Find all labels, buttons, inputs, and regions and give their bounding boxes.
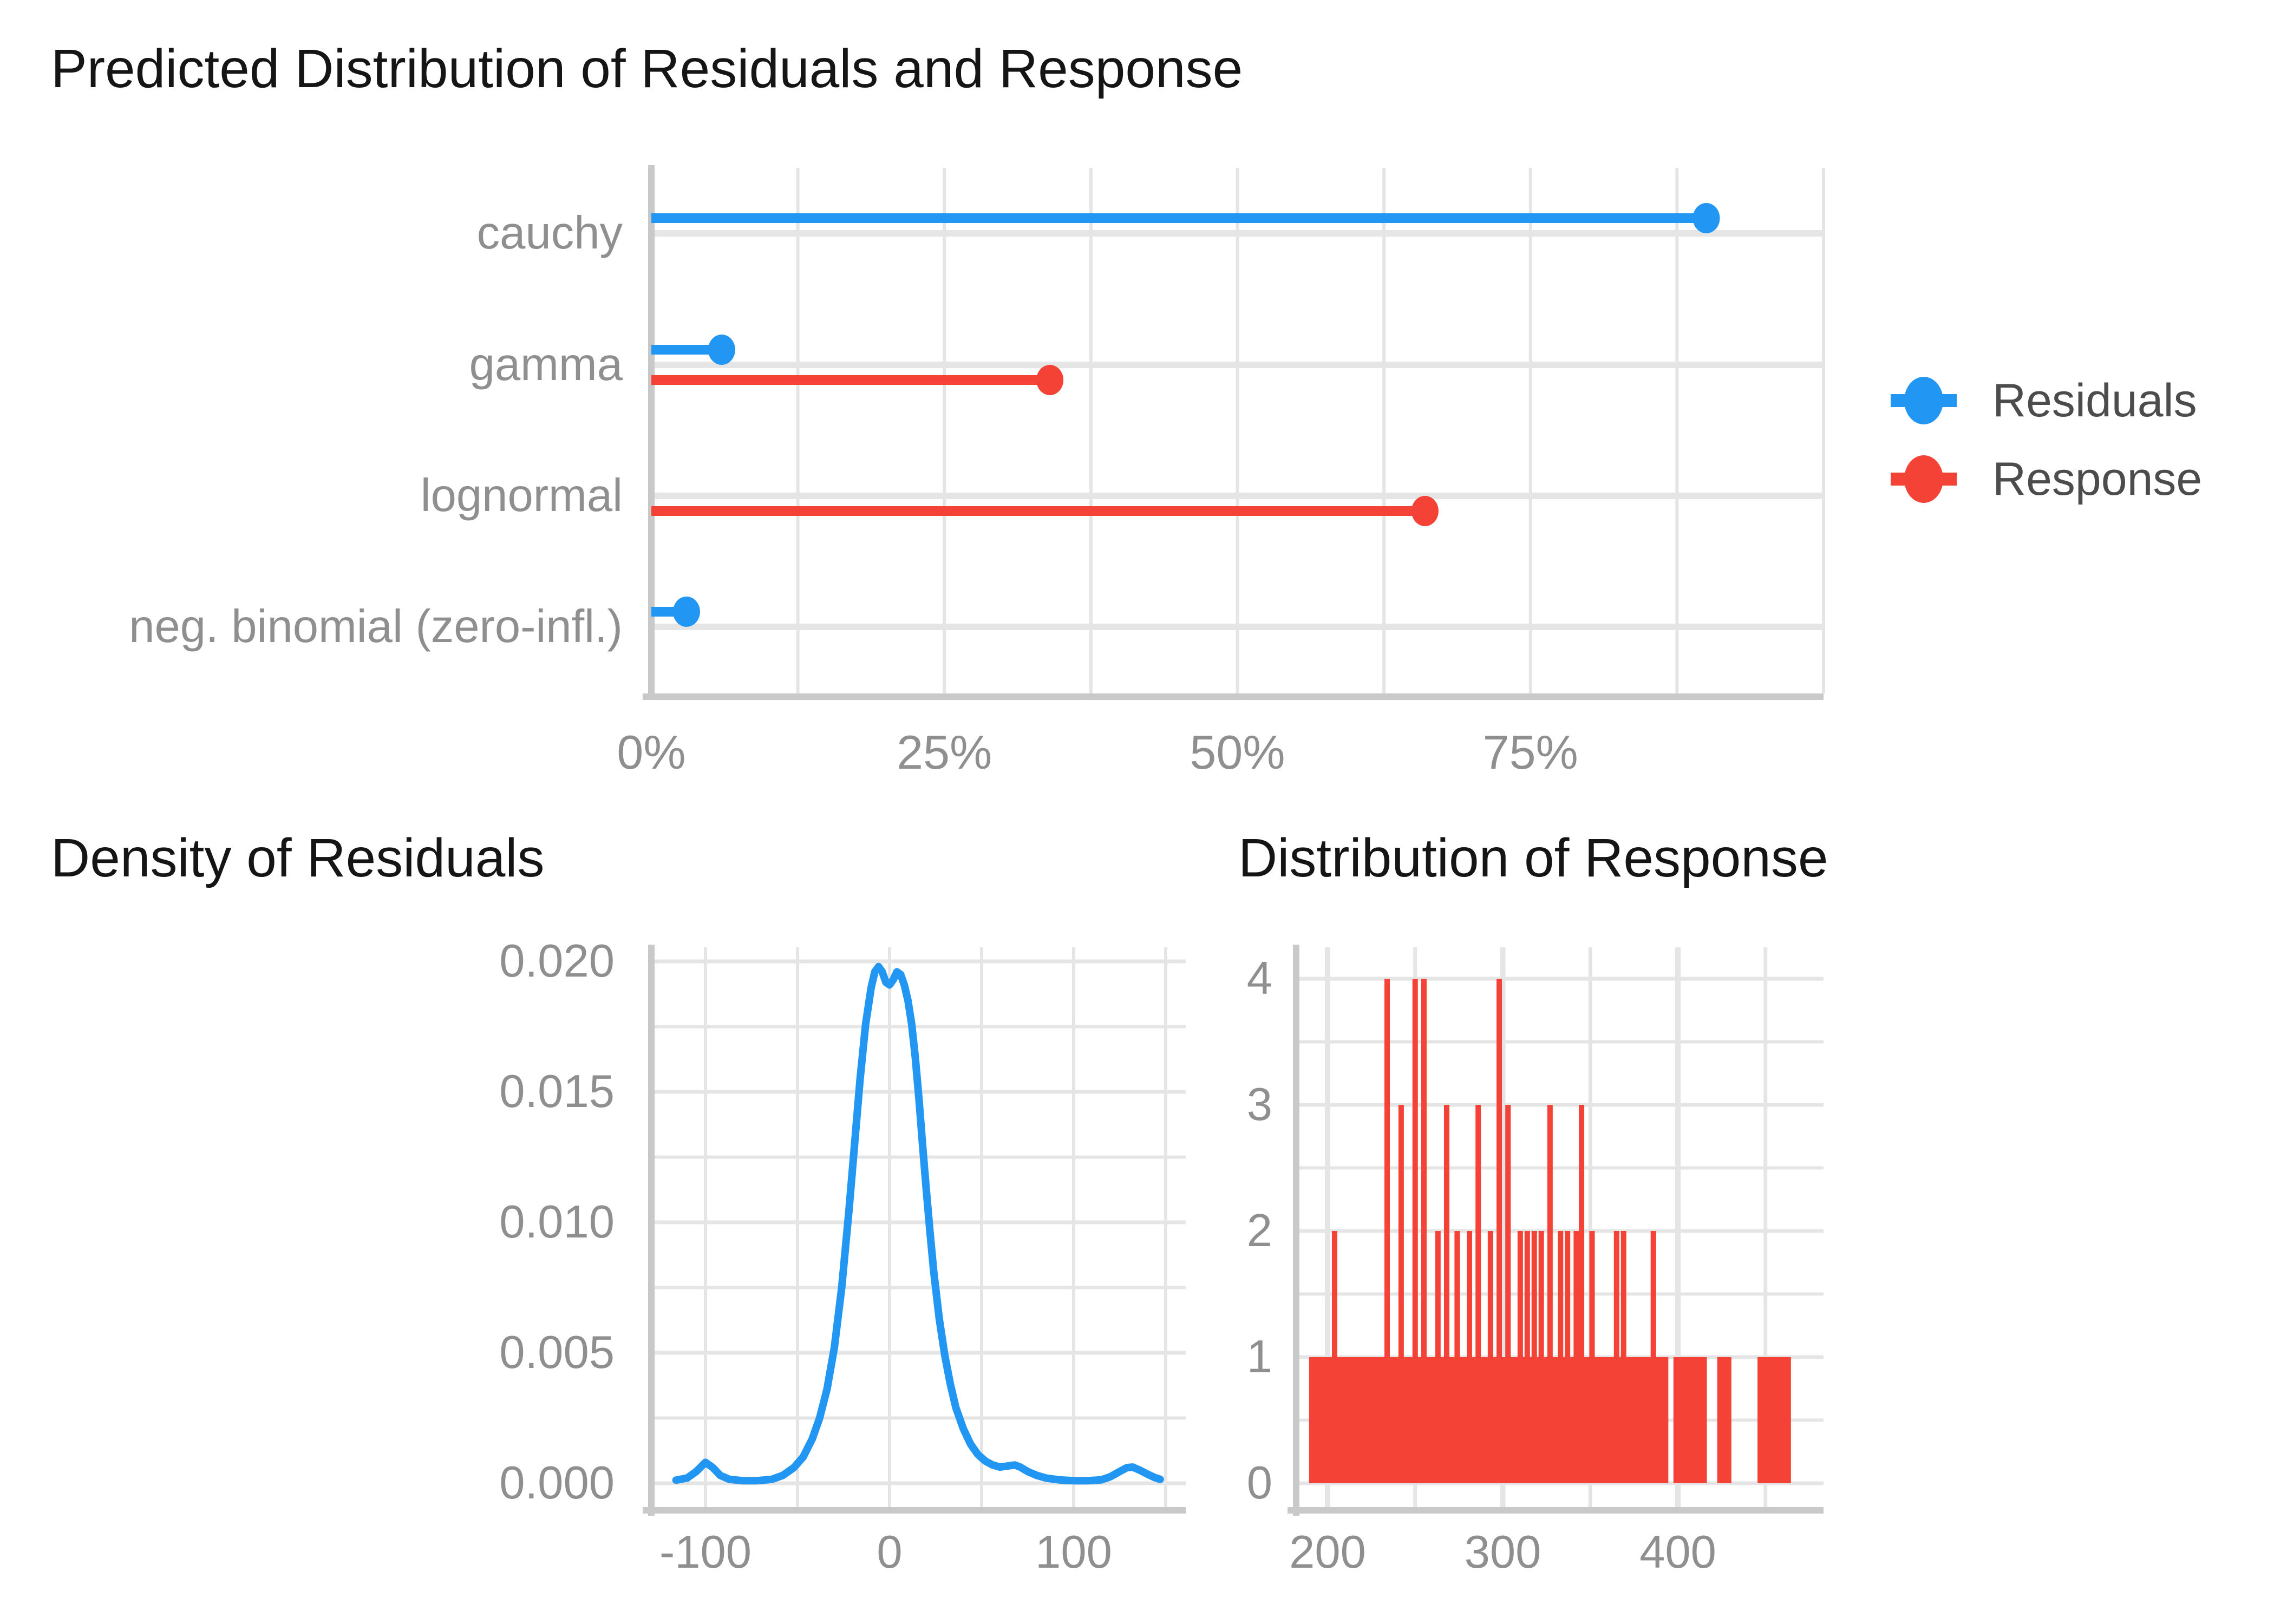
lollipop-dot-residuals <box>708 335 735 365</box>
lollipop-chart-title: Predicted Distribution of Residuals and … <box>51 38 1243 99</box>
y-tick-label: 2 <box>1246 1205 1272 1256</box>
histogram-bar <box>1579 1105 1585 1483</box>
histogram-bar-run <box>1629 1357 1648 1483</box>
y-tick-label: 4 <box>1246 953 1272 1004</box>
histogram-bar <box>1421 979 1427 1483</box>
histogram-bar <box>1454 1231 1460 1483</box>
histogram-bar <box>1505 1105 1511 1483</box>
legend-dot <box>1904 377 1943 424</box>
x-tick-label: 0 <box>877 1527 903 1578</box>
histogram-bar <box>1589 1231 1595 1483</box>
histogram-bar <box>1650 1231 1656 1483</box>
legend-label-response: Response <box>1992 453 2203 505</box>
histogram-bar <box>1517 1231 1523 1483</box>
histogram-bar <box>1384 979 1390 1483</box>
lollipop-dot-residuals <box>672 597 700 627</box>
histogram-bar <box>1547 1105 1553 1483</box>
histogram-bar <box>1443 1105 1449 1483</box>
histogram-bar-run <box>1682 1357 1693 1483</box>
y-tick-label: 0.000 <box>499 1457 615 1509</box>
histogram-bar-run <box>1691 1357 1707 1483</box>
x-tick-label: 400 <box>1639 1527 1716 1578</box>
y-tick-label: 1 <box>1246 1331 1272 1383</box>
category-label: cauchy <box>476 207 623 259</box>
histogram-bar <box>1565 1231 1571 1483</box>
histogram-bar-run <box>1342 1357 1388 1483</box>
histogram-bar <box>1573 1231 1579 1483</box>
density-chart-title: Density of Residuals <box>51 828 545 888</box>
y-tick-label: 0.010 <box>499 1196 615 1248</box>
histogram-bar <box>1620 1231 1626 1483</box>
x-tick-label: 50% <box>1190 725 1285 779</box>
histogram-bar <box>1538 1231 1544 1483</box>
histogram-bar-run <box>1645 1357 1669 1483</box>
histogram-bar <box>1412 979 1418 1483</box>
lollipop-dot-residuals <box>1693 203 1720 233</box>
legend-label-residuals: Residuals <box>1992 374 2197 427</box>
x-tick-label: 100 <box>1035 1527 1112 1578</box>
histogram-bar <box>1435 1231 1441 1483</box>
density-curve <box>672 962 1164 1485</box>
y-tick-label: 0.020 <box>499 935 615 987</box>
histogram-bar-run <box>1757 1357 1779 1483</box>
histogram-bar-run <box>1309 1357 1318 1483</box>
histogram-bar <box>1531 1231 1537 1483</box>
histogram-bar <box>1331 1231 1337 1483</box>
histogram-bar <box>1524 1231 1530 1483</box>
x-tick-label: 75% <box>1482 725 1578 779</box>
histogram-bar <box>1613 1231 1619 1483</box>
category-label: gamma <box>469 339 623 390</box>
histogram-bar <box>1497 979 1502 1483</box>
histogram-bar <box>1475 1105 1481 1483</box>
lollipop-dot-response <box>1036 365 1064 395</box>
histogram-bar <box>1558 1231 1564 1483</box>
y-tick-label: 3 <box>1246 1079 1272 1130</box>
lollipop-dot-response <box>1411 496 1439 526</box>
y-tick-label: 0.005 <box>499 1327 615 1378</box>
histogram-bar <box>1398 1105 1404 1483</box>
category-label: lognormal <box>420 470 623 521</box>
x-tick-label: 300 <box>1464 1527 1541 1578</box>
x-tick-label: 200 <box>1289 1527 1366 1578</box>
histogram-bar <box>1487 1231 1493 1483</box>
y-tick-label: 0 <box>1246 1457 1272 1509</box>
histogram-bar-run <box>1673 1357 1684 1483</box>
histogram-bar-run <box>1778 1357 1791 1483</box>
x-tick-label: 0% <box>617 725 686 779</box>
histogram-chart-title: Distribution of Response <box>1238 828 1828 888</box>
x-tick-label: -100 <box>659 1527 752 1578</box>
category-label: neg. binomial (zero-infl.) <box>129 601 623 652</box>
legend-dot <box>1904 455 1943 503</box>
histogram-bar-run <box>1580 1357 1616 1483</box>
histogram-bar <box>1467 1231 1473 1483</box>
histogram-bar-run <box>1717 1357 1731 1483</box>
x-tick-label: 25% <box>897 725 992 779</box>
y-tick-label: 0.015 <box>499 1066 615 1117</box>
